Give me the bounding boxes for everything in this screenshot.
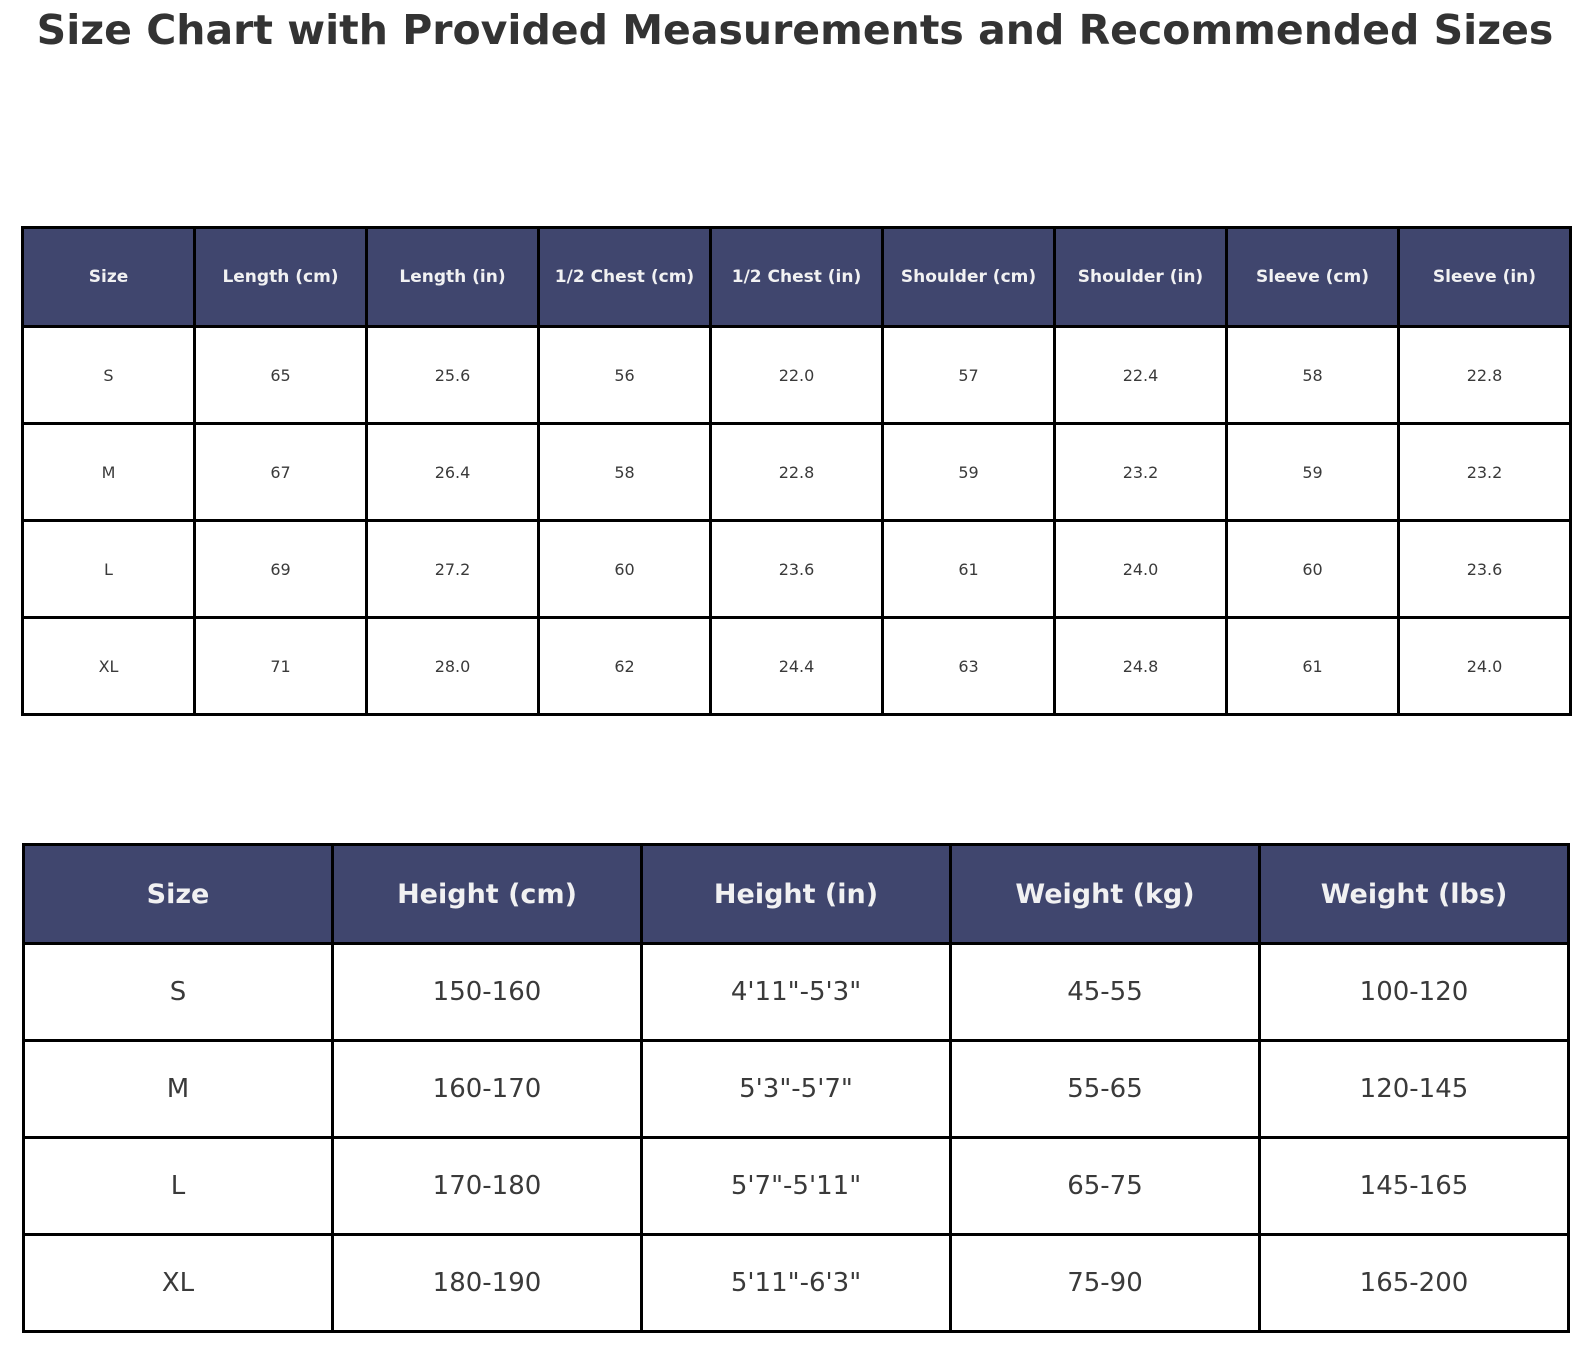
column-header: 1/2 Chest (in): [709, 226, 884, 328]
size-cell: XL: [21, 616, 196, 716]
column-header: Weight (kg): [949, 843, 1261, 945]
recommended-sizes-table: Size Height (cm) Height (in) Weight (kg) Wei…: [22, 843, 1570, 1333]
value-cell: 22.8: [709, 422, 884, 522]
value-cell: 65-75: [949, 1136, 1261, 1236]
value-cell: 55-65: [949, 1039, 1261, 1139]
value-cell: 150-160: [331, 942, 643, 1042]
size-cell: L: [21, 519, 196, 619]
value-cell: 58: [1225, 325, 1400, 425]
table-row: L 170-180 5'7"-5'11" 65-75 145-165: [22, 1136, 1570, 1236]
value-cell: 165-200: [1258, 1233, 1570, 1333]
value-cell: 63: [881, 616, 1056, 716]
value-cell: 67: [193, 422, 368, 522]
value-cell: 69: [193, 519, 368, 619]
size-cell: S: [22, 942, 334, 1042]
size-cell: S: [21, 325, 196, 425]
value-cell: 120-145: [1258, 1039, 1570, 1139]
value-cell: 100-120: [1258, 942, 1570, 1042]
value-cell: 23.2: [1397, 422, 1572, 522]
table-row: XL 180-190 5'11"-6'3" 75-90 165-200: [22, 1233, 1570, 1333]
value-cell: 59: [1225, 422, 1400, 522]
value-cell: 57: [881, 325, 1056, 425]
table-row: L 69 27.2 60 23.6 61 24.0 60 23.6: [21, 519, 1572, 619]
column-header: Shoulder (cm): [881, 226, 1056, 328]
size-cell: M: [22, 1039, 334, 1139]
value-cell: 4'11"-5'3": [640, 942, 952, 1042]
column-header: Sleeve (cm): [1225, 226, 1400, 328]
value-cell: 23.6: [1397, 519, 1572, 619]
table-row: S 150-160 4'11"-5'3" 45-55 100-120: [22, 942, 1570, 1042]
column-header: Sleeve (in): [1397, 226, 1572, 328]
value-cell: 60: [1225, 519, 1400, 619]
column-header: Length (cm): [193, 226, 368, 328]
value-cell: 25.6: [365, 325, 540, 425]
value-cell: 60: [537, 519, 712, 619]
value-cell: 180-190: [331, 1233, 643, 1333]
header-row: Size Length (cm) Length (in) 1/2 Chest (cm)…: [21, 226, 1572, 328]
column-header: Length (in): [365, 226, 540, 328]
value-cell: 71: [193, 616, 368, 716]
column-header: Height (cm): [331, 843, 643, 945]
value-cell: 62: [537, 616, 712, 716]
column-header: Size: [21, 226, 196, 328]
table-row: M 160-170 5'3"-5'7" 55-65 120-145: [22, 1039, 1570, 1139]
size-cell: L: [22, 1136, 334, 1236]
value-cell: 61: [881, 519, 1056, 619]
value-cell: 56: [537, 325, 712, 425]
value-cell: 58: [537, 422, 712, 522]
value-cell: 28.0: [365, 616, 540, 716]
table-row: M 67 26.4 58 22.8 59 23.2 59 23.2: [21, 422, 1572, 522]
table-row: XL 71 28.0 62 24.4 63 24.8 61 24.0: [21, 616, 1572, 716]
value-cell: 5'11"-6'3": [640, 1233, 952, 1333]
column-header: Shoulder (in): [1053, 226, 1228, 328]
provided-measurements-table: Size Length (cm) Length (in) 1/2 Chest (cm)…: [21, 226, 1572, 716]
page-title: Size Chart with Provided Measurements an…: [36, 6, 1554, 54]
value-cell: 24.8: [1053, 616, 1228, 716]
value-cell: 160-170: [331, 1039, 643, 1139]
value-cell: 26.4: [365, 422, 540, 522]
value-cell: 145-165: [1258, 1136, 1570, 1236]
value-cell: 24.0: [1397, 616, 1572, 716]
value-cell: 170-180: [331, 1136, 643, 1236]
column-header: Weight (lbs): [1258, 843, 1570, 945]
value-cell: 61: [1225, 616, 1400, 716]
value-cell: 75-90: [949, 1233, 1261, 1333]
value-cell: 22.0: [709, 325, 884, 425]
value-cell: 23.6: [709, 519, 884, 619]
value-cell: 24.4: [709, 616, 884, 716]
value-cell: 24.0: [1053, 519, 1228, 619]
size-cell: XL: [22, 1233, 334, 1333]
value-cell: 5'7"-5'11": [640, 1136, 952, 1236]
value-cell: 22.8: [1397, 325, 1572, 425]
header-row: Size Height (cm) Height (in) Weight (kg) Wei…: [22, 843, 1570, 945]
column-header: Size: [22, 843, 334, 945]
table-row: S 65 25.6 56 22.0 57 22.4 58 22.8: [21, 325, 1572, 425]
value-cell: 59: [881, 422, 1056, 522]
column-header: Height (in): [640, 843, 952, 945]
value-cell: 22.4: [1053, 325, 1228, 425]
size-cell: M: [21, 422, 196, 522]
value-cell: 23.2: [1053, 422, 1228, 522]
value-cell: 27.2: [365, 519, 540, 619]
value-cell: 5'3"-5'7": [640, 1039, 952, 1139]
value-cell: 65: [193, 325, 368, 425]
value-cell: 45-55: [949, 942, 1261, 1042]
column-header: 1/2 Chest (cm): [537, 226, 712, 328]
